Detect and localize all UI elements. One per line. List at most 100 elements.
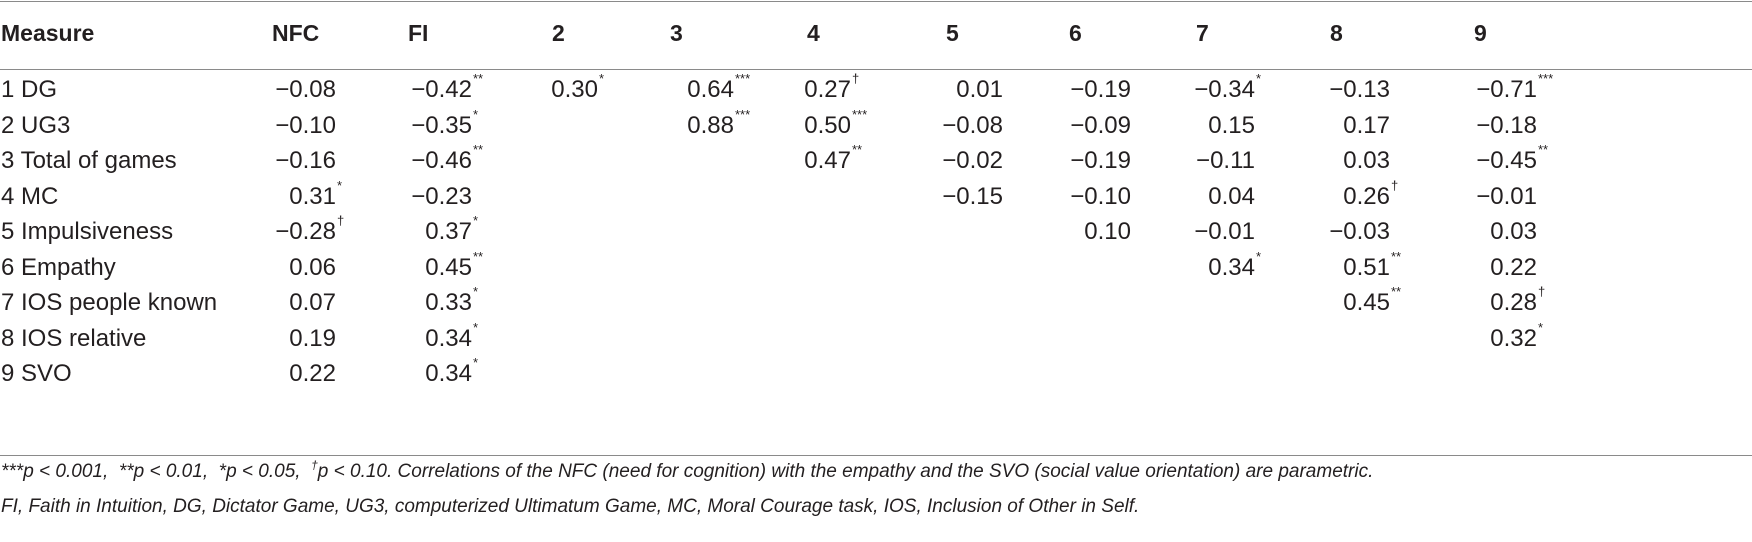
footnote-sig-2-text: p < 0.01 (133, 461, 203, 482)
table-cell: 0.30 * (398, 72, 604, 105)
cell-value: −0.11 (1196, 147, 1255, 174)
cell-value: 0.45 (425, 254, 472, 281)
header-col-3: 3 (670, 20, 683, 46)
table-cell: 0.34 * (1055, 250, 1261, 283)
row-label: 2 UG3 (1, 112, 71, 139)
table-cell: −0.13 (1190, 75, 1390, 105)
significance-marker: † (337, 213, 345, 228)
cell-value: 0.30 (551, 76, 598, 103)
cell-value: 0.27 (804, 76, 851, 103)
row-label: 5 Impulsiveness (1, 218, 174, 245)
table-cell: 0.03 (1190, 146, 1390, 176)
cell-value: 0.22 (1490, 254, 1537, 281)
significance-marker: *** (1538, 71, 1554, 86)
table-cell: −0.16 (136, 146, 336, 176)
significance-marker: * (1256, 71, 1262, 86)
cell-value: 0.88 (687, 112, 734, 139)
cell-value: 0.17 (1343, 112, 1390, 139)
cell-value: 0.03 (1490, 218, 1537, 245)
significance-marker: † (1391, 178, 1399, 193)
cell-value: −0.16 (275, 147, 336, 174)
table-cell: −0.35 * (272, 108, 478, 141)
cell-value: −0.15 (942, 183, 1003, 210)
cell-value: −0.18 (1476, 112, 1537, 139)
cell-value: −0.10 (275, 112, 336, 139)
table-cell: 0.22 (1337, 253, 1537, 283)
table-cell: 0.47 ** (651, 143, 862, 176)
significance-marker: *** (852, 107, 868, 122)
table-cell: 0.31 * (136, 179, 342, 212)
footnote-sig-2-marker: ** (118, 461, 134, 482)
table-cell: 0.45 ** (1190, 285, 1401, 318)
significance-marker: * (1256, 249, 1262, 264)
header-col-8: 8 (1330, 20, 1343, 46)
table-cell: −0.15 (803, 182, 1003, 212)
cell-value: −0.09 (1070, 112, 1131, 139)
footnote-sig-4-text: p < 0.10 (317, 461, 387, 482)
cell-value: −0.03 (1329, 218, 1390, 245)
cell-value: 0.37 (425, 218, 472, 245)
table-cell: −0.46 ** (272, 143, 483, 176)
cell-value: −0.45 (1476, 147, 1537, 174)
table-cell: 0.51 ** (1190, 250, 1401, 283)
footnote-sig-3-text: p < 0.05 (226, 461, 296, 482)
table-header-rule (0, 69, 1752, 70)
significance-marker: ** (852, 142, 863, 157)
table-cell: 0.33 * (272, 285, 478, 318)
significance-marker: *** (735, 71, 751, 86)
cell-value: 0.07 (289, 289, 336, 316)
table-cell: −0.08 (136, 75, 336, 105)
cell-value: 0.32 (1490, 325, 1537, 352)
cell-value: 0.10 (1084, 218, 1131, 245)
footnote-note: . Correlations of the NFC (need for cogn… (387, 461, 1374, 482)
table-cell: −0.42 ** (272, 72, 483, 105)
header-col-9: 9 (1474, 20, 1487, 46)
significance-marker: * (599, 71, 605, 86)
table-cell: 0.07 (136, 288, 336, 318)
cell-value: −0.34 (1194, 76, 1255, 103)
header-col-7: 7 (1196, 20, 1209, 46)
cell-value: 0.15 (1208, 112, 1255, 139)
significance-marker: * (337, 178, 343, 193)
row-label: 6 Empathy (1, 254, 116, 281)
table-cell: 0.27 † (651, 72, 859, 105)
cell-value: −0.01 (1476, 183, 1537, 210)
cell-value: 0.06 (289, 254, 336, 281)
table-cell: 0.22 (136, 359, 336, 389)
header-col-6: 6 (1069, 20, 1082, 46)
table-footnote-line-1: ***p < 0.001, **p < 0.01, *p < 0.05, †p … (1, 458, 1374, 482)
footnote-sig-3-marker: * (218, 461, 227, 482)
table-cell: 0.03 (1337, 217, 1537, 247)
table-cell: −0.19 (931, 75, 1131, 105)
significance-marker: ** (1391, 249, 1402, 264)
significance-marker: † (852, 71, 860, 86)
cell-value: −0.42 (411, 76, 472, 103)
row-label: 4 MC (1, 183, 59, 210)
footnote-sig-1-text: p < 0.001 (23, 461, 103, 482)
table-cell: 0.64 *** (534, 72, 750, 105)
cell-value: 0.45 (1343, 289, 1390, 316)
table-cell: 0.37 * (272, 214, 478, 247)
table-cell: 0.50 *** (651, 108, 867, 141)
table-cell: −0.08 (803, 111, 1003, 141)
significance-marker: ** (1538, 142, 1549, 157)
significance-marker: * (1538, 320, 1544, 335)
significance-marker: *** (735, 107, 751, 122)
cell-value: 0.31 (289, 183, 336, 210)
table-cell: 0.04 (1055, 182, 1255, 212)
table-cell: 0.34 * (272, 356, 478, 389)
table-cell: 0.45 ** (272, 250, 483, 283)
cell-value: 0.34 (425, 325, 472, 352)
cell-value: −0.08 (275, 76, 336, 103)
cell-value: 0.33 (425, 289, 472, 316)
header-measure: Measure (1, 20, 95, 46)
table-cell: 0.17 (1190, 111, 1390, 141)
row-label: 9 SVO (1, 360, 72, 387)
cell-value: −0.19 (1070, 76, 1131, 103)
table-footnote-line-2: FI, Faith in Intuition, DG, Dictator Gam… (1, 496, 1140, 517)
cell-value: −0.35 (411, 112, 472, 139)
cell-value: −0.71 (1476, 76, 1537, 103)
table-cell: −0.03 (1190, 217, 1390, 247)
cell-value: −0.19 (1070, 147, 1131, 174)
cell-value: 0.04 (1208, 183, 1255, 210)
